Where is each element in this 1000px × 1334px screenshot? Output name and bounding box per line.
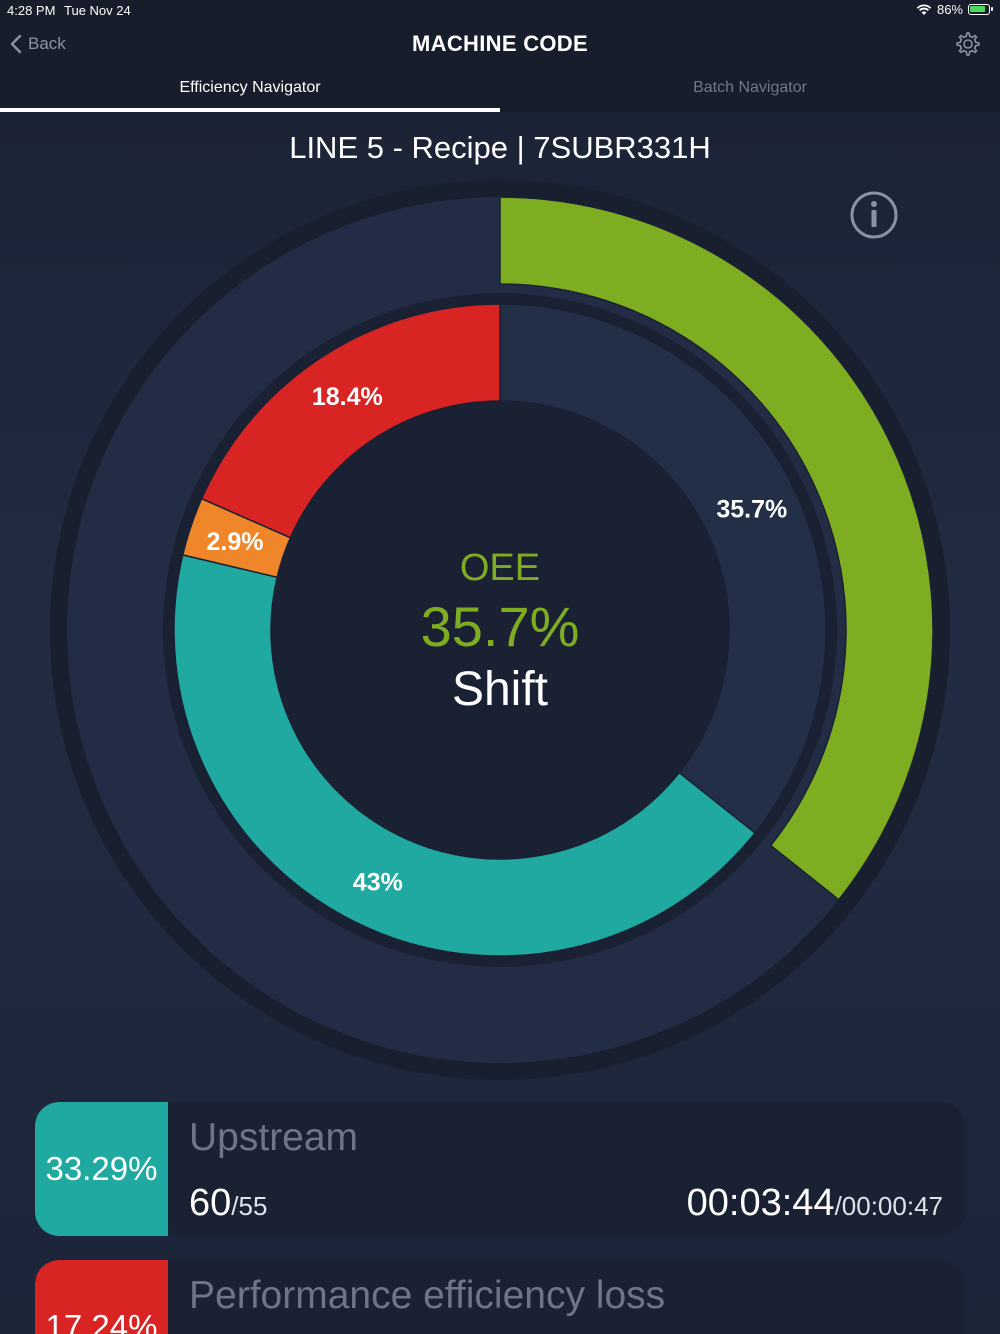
back-button[interactable]: Back bbox=[10, 30, 66, 58]
slice-labels: 35.7% 43% 2.9% 18.4% bbox=[207, 383, 788, 896]
inner-ring-slice-label: 35.7% bbox=[716, 496, 787, 524]
performance-loss-percent-badge: 17.24% bbox=[35, 1260, 168, 1334]
chevron-left-icon bbox=[10, 34, 22, 54]
donut-hole bbox=[271, 401, 729, 859]
tab-efficiency-navigator[interactable]: Efficiency Navigator bbox=[0, 74, 500, 112]
performance-loss-card[interactable]: 17.24% Performance efficiency loss bbox=[35, 1260, 965, 1334]
back-label: Back bbox=[28, 34, 66, 53]
battery-level-fill bbox=[970, 6, 986, 12]
settings-button[interactable] bbox=[954, 30, 982, 58]
upstream-card[interactable]: 33.29% Upstream 60/55 00:03:44/00:00:47 bbox=[35, 1102, 965, 1236]
info-circle-icon bbox=[850, 191, 898, 239]
oee-value: 35.7% bbox=[421, 595, 580, 658]
card-duration: 00:03:44/00:00:47 bbox=[687, 1182, 943, 1225]
page-title: MACHINE CODE bbox=[412, 31, 588, 56]
tab-batch-navigator[interactable]: Batch Navigator bbox=[693, 79, 807, 96]
card-count: 60/55 bbox=[189, 1182, 267, 1225]
gear-icon bbox=[956, 32, 980, 56]
status-indicators: 86% bbox=[916, 2, 993, 17]
status-time: 4:28 PM bbox=[7, 3, 56, 18]
outer-ring-slice[interactable] bbox=[499, 196, 934, 901]
card-title: Performance efficiency loss bbox=[189, 1274, 666, 1317]
inner-ring bbox=[173, 303, 827, 957]
wifi-icon bbox=[916, 4, 932, 15]
outer-ring bbox=[499, 196, 934, 901]
status-date: Tue Nov 24 bbox=[64, 3, 131, 18]
count-total: /55 bbox=[231, 1191, 268, 1221]
inner-ring-slice-label: 2.9% bbox=[207, 528, 264, 556]
duration-value: 00:03:44 bbox=[686, 1182, 835, 1224]
oee-donut-chart: 35.7% 43% 2.9% 18.4% OEE 35.7% Shift bbox=[50, 180, 950, 1080]
count-value: 60 bbox=[189, 1182, 232, 1224]
inner-ring-slice-label: 18.4% bbox=[312, 383, 383, 411]
battery-icon bbox=[968, 4, 993, 15]
period-label: Shift bbox=[452, 663, 548, 716]
tab-bar: Efficiency Navigator Batch Navigator bbox=[0, 74, 1000, 112]
status-bar: 4:28 PM Tue Nov 24 86% bbox=[0, 0, 1000, 22]
navigation-bar: Back MACHINE CODE Efficiency Navigator B… bbox=[0, 22, 1000, 112]
info-button[interactable] bbox=[849, 190, 899, 240]
duration-total: /00:00:47 bbox=[834, 1191, 943, 1221]
card-title: Upstream bbox=[189, 1116, 359, 1159]
oee-label: OEE bbox=[460, 547, 540, 589]
inner-ring-slice-label: 43% bbox=[353, 868, 403, 896]
upstream-percent-badge: 33.29% bbox=[35, 1102, 168, 1236]
battery-percent: 86% bbox=[936, 2, 963, 17]
line-recipe-title: LINE 5 - Recipe | 7SUBR331H bbox=[289, 130, 711, 165]
